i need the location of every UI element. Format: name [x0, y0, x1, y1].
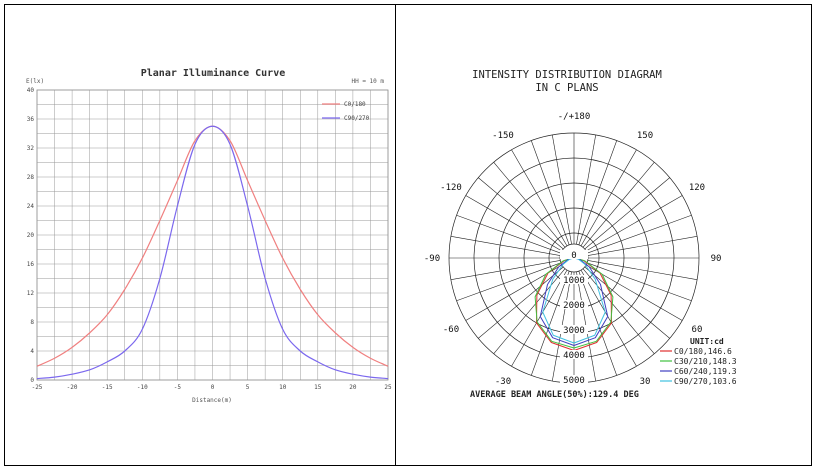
polar-spoke: [587, 235, 698, 256]
polar-spoke: [587, 260, 698, 281]
polar-spoke: [530, 140, 570, 245]
polar-angle-label: 90: [711, 254, 722, 264]
radial-label: 0: [571, 251, 576, 261]
polar-spoke: [511, 149, 568, 247]
polar-title-line2: IN C PLANS: [535, 82, 598, 94]
polar-spoke: [511, 269, 568, 367]
polar-spoke: [587, 262, 692, 302]
polar-spoke: [584, 177, 670, 250]
polar-legend-label: C90/270,103.6: [674, 377, 737, 386]
x-tick-label: 25: [384, 384, 392, 391]
polar-spoke: [580, 149, 637, 247]
left-chart-xlabel: Distance(m): [192, 397, 232, 404]
y-tick-label: 36: [27, 116, 35, 123]
x-tick-label: -5: [174, 384, 182, 391]
polar-angle-label: 120: [689, 183, 705, 193]
left-chart-annotation: HH = 10 m: [351, 78, 384, 85]
polar-spoke: [551, 134, 572, 245]
polar-spoke: [456, 214, 561, 254]
polar-angle-label: 30: [640, 377, 651, 387]
radial-label: 4000: [563, 351, 585, 361]
polar-spoke: [465, 195, 563, 252]
radial-label-bg: [560, 250, 588, 259]
radial-label-bg: [560, 375, 588, 384]
x-tick-label: 0: [211, 384, 215, 391]
y-tick-label: 0: [30, 377, 34, 384]
polar-legend-label: C30/210,148.3: [674, 357, 737, 366]
radial-label: 3000: [563, 326, 585, 336]
radial-label-bg: [560, 350, 588, 359]
polar-spoke: [587, 214, 692, 254]
x-tick-label: -15: [102, 384, 113, 391]
radial-label: 5000: [563, 376, 585, 386]
polar-angle-label: -150: [492, 131, 514, 141]
polar-spoke: [576, 134, 597, 245]
y-tick-label: 24: [27, 203, 35, 210]
left-chart-title: Planar Illuminance Curve: [141, 67, 286, 79]
polar-spoke: [456, 262, 561, 302]
polar-angle-label: -90: [424, 254, 440, 264]
y-tick-label: 12: [27, 290, 35, 297]
x-tick-label: 5: [246, 384, 250, 391]
polar-angle-label: -120: [440, 183, 462, 193]
y-tick-label: 28: [27, 174, 35, 181]
polar-spoke: [493, 162, 566, 248]
y-tick-label: 32: [27, 145, 35, 152]
radial-label-bg: [560, 300, 588, 309]
y-tick-label: 16: [27, 261, 35, 268]
polar-spoke: [580, 269, 637, 367]
polar-spoke: [478, 177, 564, 250]
y-tick-label: 20: [27, 232, 35, 239]
polar-spoke: [582, 268, 655, 354]
x-tick-label: -20: [67, 384, 78, 391]
polar-spoke: [478, 266, 564, 339]
polar-angle-label: 150: [637, 131, 653, 141]
panel-divider: [395, 4, 396, 466]
polar-angle-label: -60: [443, 325, 459, 335]
polar-legend-label: C0/180,146.6: [674, 347, 732, 356]
polar-angle-label: 60: [692, 325, 703, 335]
polar-unit-label: UNIT:cd: [690, 337, 724, 346]
polar-spoke: [493, 268, 566, 354]
series-line-c90-270: [36, 125, 389, 380]
polar-series-curve: [542, 257, 606, 344]
polar-spoke: [450, 235, 561, 256]
y-tick-label: 4: [30, 348, 34, 355]
polar-angle-label: -/+180: [558, 112, 591, 122]
polar-series-curve: [539, 257, 609, 346]
polar-spoke: [584, 266, 670, 339]
polar-spoke: [582, 162, 655, 248]
x-tick-label: 15: [314, 384, 322, 391]
polar-spoke: [585, 195, 683, 252]
y-tick-label: 8: [30, 319, 34, 326]
polar-title-line1: INTENSITY DISTRIBUTION DIAGRAM: [472, 69, 662, 81]
left-chart-ylabel: E(lx): [26, 78, 44, 85]
polar-legend-label: C60/240,119.3: [674, 367, 737, 376]
polar-spoke: [530, 271, 570, 376]
intensity-polar-chart: INTENSITY DISTRIBUTION DIAGRAM IN C PLAN…: [424, 69, 737, 400]
polar-spoke: [578, 140, 618, 245]
figure-frame: [4, 4, 812, 466]
legend-label: C0/180: [344, 101, 366, 108]
x-tick-label: 20: [349, 384, 357, 391]
polar-footer: AVERAGE BEAM ANGLE(50%):129.4 DEG: [470, 390, 639, 400]
x-tick-label: -10: [137, 384, 148, 391]
x-tick-label: 10: [279, 384, 287, 391]
radial-label: 1000: [563, 276, 585, 286]
polar-spoke: [450, 260, 561, 281]
legend-label: C90/270: [344, 115, 370, 122]
y-tick-label: 40: [27, 87, 35, 94]
radial-label-bg: [560, 275, 588, 284]
radial-label: 2000: [563, 301, 585, 311]
radial-label-bg: [560, 325, 588, 334]
polar-angle-label: -30: [495, 377, 511, 387]
polar-series-curve: [534, 257, 614, 349]
polar-spoke: [578, 271, 618, 376]
planar-illuminance-chart: Planar Illuminance Curve HH = 10 m E(lx)…: [26, 67, 392, 404]
x-tick-label: -25: [32, 384, 43, 391]
